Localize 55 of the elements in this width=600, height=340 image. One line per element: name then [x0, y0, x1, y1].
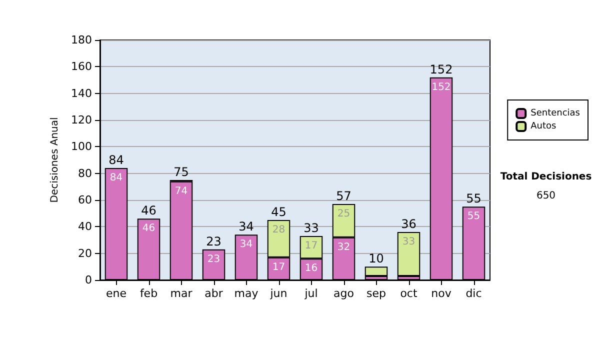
data-label: 17	[272, 262, 286, 273]
data-label: 23	[207, 254, 220, 265]
x-tick-label: dic	[466, 287, 482, 300]
data-label: 34	[240, 239, 253, 250]
x-tick-label: nov	[431, 287, 452, 300]
data-label: 32	[337, 242, 350, 253]
data-label: 55	[467, 211, 480, 222]
total-label: 33	[304, 221, 319, 235]
x-tick-label: sep	[366, 287, 386, 300]
legend-label: Sentencias	[530, 108, 580, 118]
data-label: 152	[432, 82, 451, 93]
total-label: 46	[141, 204, 156, 218]
legend-label: Autos	[530, 122, 557, 132]
data-label: 84	[110, 172, 123, 184]
data-label: 46	[142, 223, 156, 234]
y-tick-label: 80	[78, 166, 92, 180]
data-label: 25	[337, 208, 350, 220]
x-tick-label: ago	[334, 287, 354, 300]
text: Total Decisiones	[500, 172, 592, 182]
bar	[397, 232, 420, 276]
x-tick-label: oct	[400, 287, 418, 300]
data-label: 74	[174, 186, 188, 197]
x-tick-label: mar	[170, 287, 193, 300]
y-tick-label: 20	[78, 246, 92, 260]
x-tick-label: ene	[106, 287, 127, 300]
x-tick-label: jun	[269, 287, 288, 300]
total-label: 55	[466, 192, 482, 206]
total-label: 23	[206, 234, 222, 248]
y-tick-label: 40	[78, 220, 92, 234]
y-tick-label: 60	[78, 194, 92, 206]
y-tick-label: 100	[71, 140, 92, 154]
total-label: 36	[401, 217, 416, 231]
data-label: 16	[304, 263, 318, 274]
data-label: 28	[272, 224, 286, 236]
text: 650	[536, 190, 556, 202]
total-label: 75	[174, 165, 189, 179]
bar	[364, 266, 388, 276]
x-tick-label: jul	[304, 287, 318, 300]
y-tick-label: 180	[71, 34, 92, 46]
x-tick-label: feb	[140, 287, 158, 300]
total-label: 57	[336, 189, 352, 203]
x-tick-label: abr	[204, 287, 224, 300]
total-label: 45	[271, 205, 286, 219]
data-label: 33	[402, 236, 416, 248]
total-label: 152	[430, 62, 453, 76]
data-label: 17	[304, 240, 318, 252]
y-tick-label: 160	[71, 60, 92, 74]
y-axis-title: Decisiones Anual	[50, 117, 61, 203]
y-tick-label: 140	[71, 86, 92, 100]
total-label: 84	[108, 153, 124, 167]
total-label: 34	[238, 220, 254, 234]
x-tick-label: may	[234, 287, 259, 300]
y-tick-label: 0	[85, 274, 92, 286]
y-tick-label: 120	[71, 114, 92, 126]
total-label: 10	[368, 252, 384, 266]
